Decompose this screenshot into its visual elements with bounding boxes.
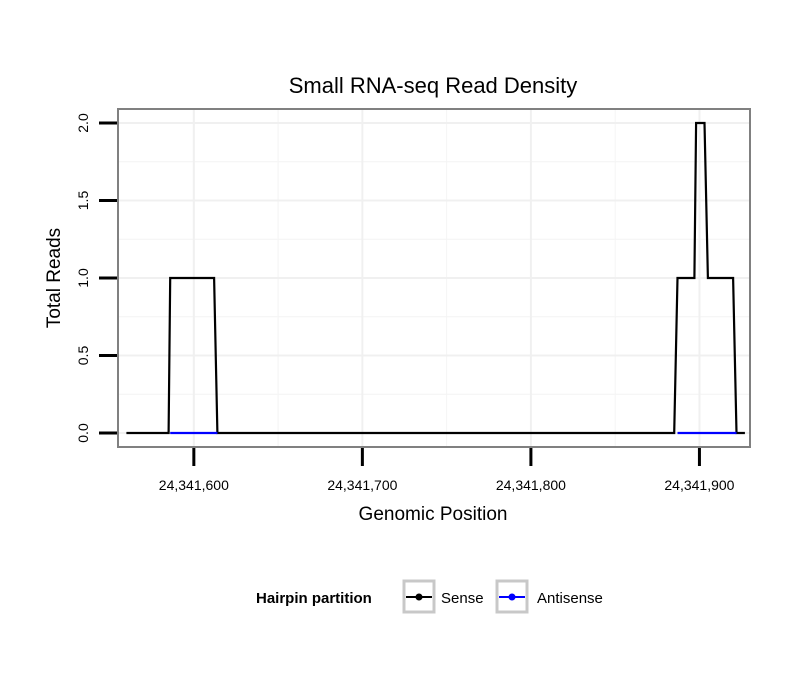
legend-item-antisense: Antisense [495,579,603,614]
x-axis-title: Genomic Position [359,504,508,525]
x-axis: 24,341,600 24,341,700 24,341,800 24,341,900 [159,448,735,493]
y-tick-label: 1.5 [75,191,91,211]
series-line-sense [126,121,745,435]
series-layer [126,121,745,435]
chart-title: Small RNA-seq Read Density [289,73,578,98]
x-tick-label: 24,341,700 [327,477,397,493]
y-tick-label: 1.0 [75,268,91,288]
plot-panel-border [117,108,751,448]
y-tick-label: 2.0 [75,113,91,133]
x-tick-label: 24,341,900 [664,477,734,493]
legend-item-sense: Sense [402,579,484,614]
y-tick-label: 0.0 [75,423,91,443]
legend-key-dot-antisense [508,593,516,601]
legend-key-dot-sense [415,593,423,601]
y-tick-label: 0.5 [75,346,91,366]
x-tick-label: 24,341,600 [159,477,229,493]
y-axis-title: Total Reads [44,228,65,328]
legend: Hairpin partition Sense Antisense [256,579,603,614]
legend-title: Hairpin partition [256,590,372,607]
y-axis: 0.0 0.5 1.0 1.5 2.0 [75,113,117,443]
legend-label-antisense: Antisense [537,590,603,607]
legend-label-sense: Sense [441,590,484,607]
x-tick-label: 24,341,800 [496,477,566,493]
